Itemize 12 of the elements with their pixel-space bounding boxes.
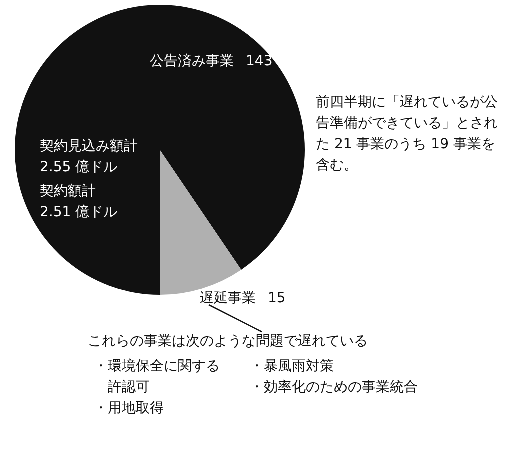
slice-label: 公告済み事業: [150, 54, 234, 70]
text: ・用地取得: [94, 400, 164, 417]
text: 前四半期に「遅れているが公告準備ができている」とされた 21 事業のうち 19 事業を含む。: [316, 94, 498, 174]
slice-label: 遅延事業: [200, 290, 256, 307]
text: ・環境保全に関する許認可: [94, 358, 220, 396]
text: 契約額計 2.51 億ドル: [40, 184, 118, 221]
text: これらの事業は次のような問題で遅れている: [88, 334, 368, 350]
text: ・効率化のための事業統合: [250, 380, 418, 396]
data-label: 15: [268, 290, 286, 307]
text: 契約見込み額計 2.55 億ドル: [40, 138, 138, 176]
text: ・暴風雨対策: [250, 358, 334, 375]
data-label: 143: [246, 54, 273, 70]
